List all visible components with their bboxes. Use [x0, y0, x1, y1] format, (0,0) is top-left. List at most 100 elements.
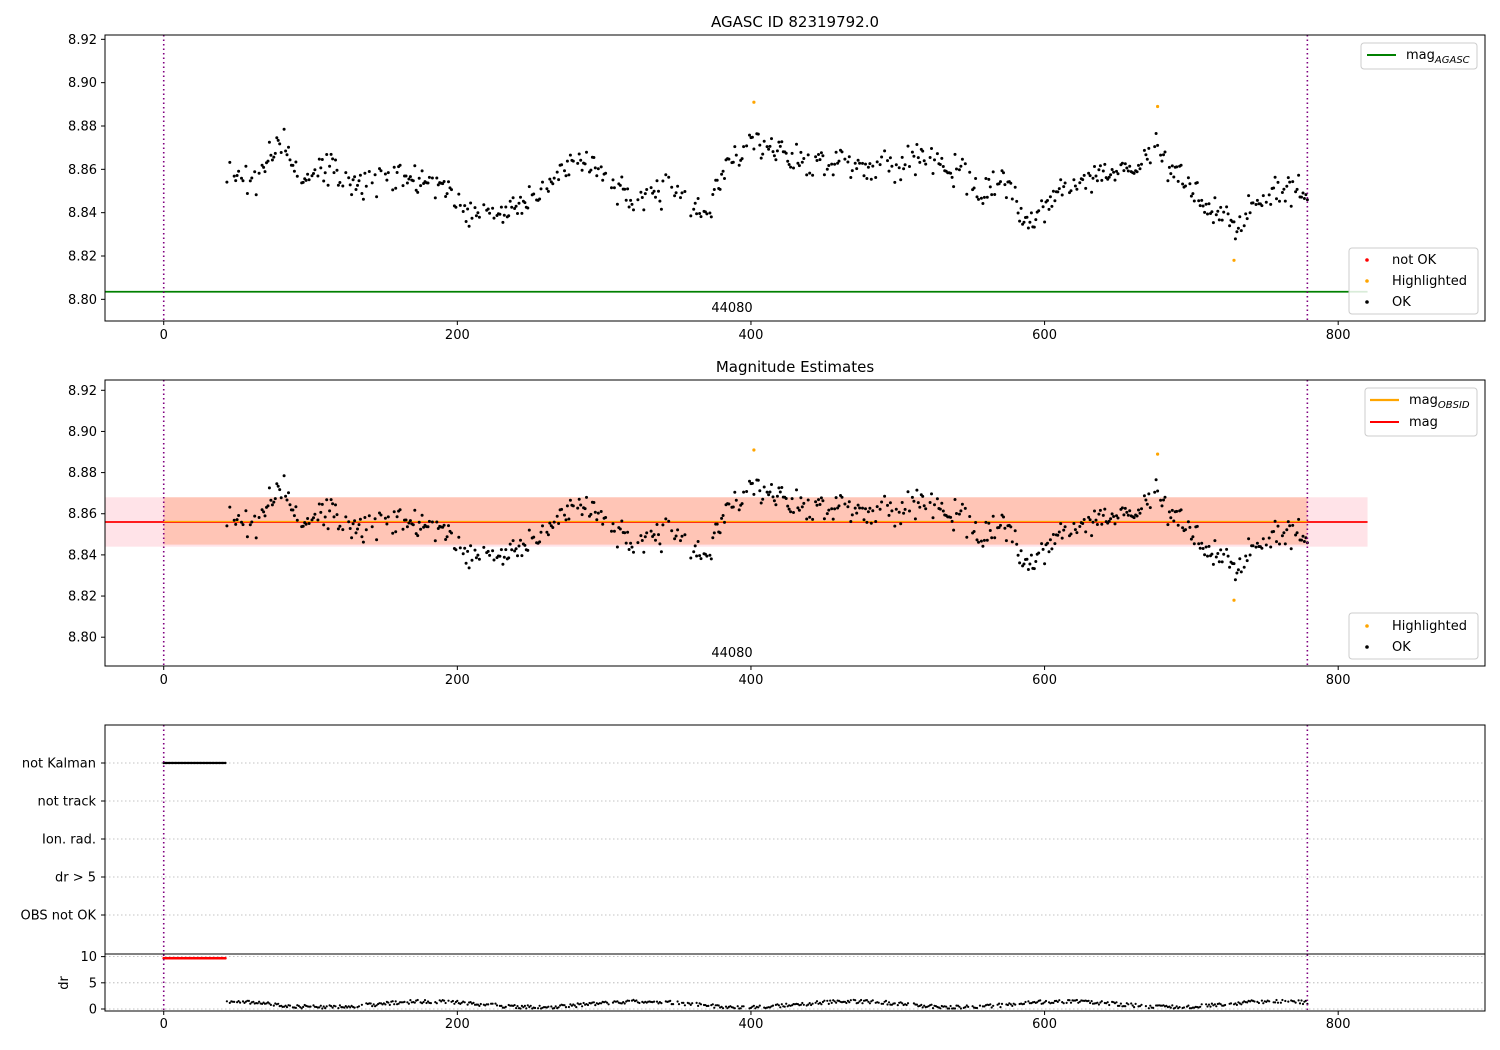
dr-point: [965, 1004, 968, 1007]
ok-point: [353, 175, 357, 179]
ok-point: [405, 525, 409, 529]
ok-point: [1088, 518, 1092, 522]
ok-point: [1225, 547, 1229, 551]
ok-point: [673, 537, 677, 541]
ok-point: [689, 556, 693, 560]
ok-point: [276, 484, 280, 488]
ok-point: [897, 510, 901, 514]
dr-point: [896, 1004, 899, 1007]
ok-point: [1188, 182, 1192, 186]
ok-point: [411, 523, 415, 527]
ok-point: [865, 177, 869, 180]
ok-point: [921, 494, 925, 498]
ok-point: [1075, 187, 1079, 191]
ok-point: [991, 170, 995, 174]
ok-point: [705, 554, 709, 558]
ok-point: [477, 215, 481, 219]
ok-point: [758, 489, 762, 493]
dr-point: [657, 1002, 660, 1005]
ok-point: [1297, 517, 1301, 521]
dr-point: [726, 1007, 729, 1010]
ok-point: [407, 521, 411, 525]
ok-point: [1125, 510, 1129, 514]
ok-point: [502, 213, 506, 217]
ok-point: [894, 163, 898, 167]
dr-point: [948, 1007, 951, 1010]
ok-point: [1269, 545, 1273, 549]
ok-point: [874, 520, 878, 523]
dr-point: [1011, 1004, 1014, 1008]
ok-point: [1037, 551, 1041, 555]
ok-point: [699, 215, 703, 219]
ok-point: [331, 502, 335, 506]
dr-point: [1138, 1005, 1142, 1008]
ok-point: [827, 508, 831, 512]
ok-point: [552, 176, 556, 180]
ok-point: [654, 195, 657, 199]
ok-point: [1222, 210, 1226, 214]
dr-point: [814, 1001, 817, 1004]
ok-point: [557, 522, 561, 525]
dr-point: [653, 1000, 656, 1003]
ok-point: [1260, 546, 1264, 550]
ok-point: [398, 163, 402, 167]
ok-point: [840, 150, 844, 154]
dr-point: [607, 1003, 610, 1006]
ok-point: [1063, 525, 1067, 529]
ok-point: [855, 511, 859, 515]
dr-point: [268, 1002, 271, 1005]
ok-point: [1153, 490, 1157, 494]
ok-point: [269, 153, 273, 157]
ok-point: [546, 533, 550, 537]
ok-point: [903, 163, 907, 167]
dr-point: [491, 1002, 494, 1005]
ok-point: [1116, 516, 1120, 520]
ok-point: [394, 530, 398, 534]
ok-point: [225, 180, 229, 184]
ok-point: [792, 166, 795, 170]
ok-point: [1226, 554, 1230, 558]
ok-point: [1264, 543, 1268, 547]
ok-point: [319, 510, 323, 514]
ok-point: [1003, 526, 1007, 530]
dr-point: [592, 1001, 596, 1004]
y-tick-label: 8.90: [68, 425, 97, 440]
ok-point: [1289, 547, 1293, 551]
highlighted-point: [1156, 452, 1160, 456]
ok-point: [244, 509, 248, 513]
ok-point: [1029, 553, 1033, 557]
ok-point: [1297, 173, 1301, 177]
dr-point: [397, 1002, 400, 1005]
ok-point: [833, 162, 837, 166]
ok-point: [285, 153, 289, 157]
ok-point: [806, 498, 810, 502]
dr-point: [691, 1002, 694, 1005]
ok-point: [492, 216, 496, 220]
ok-point: [1176, 523, 1180, 527]
ok-point: [679, 539, 682, 543]
ok-point: [887, 169, 891, 173]
dr-point: [297, 1004, 300, 1008]
dr-point: [713, 1006, 716, 1009]
ok-point: [364, 528, 368, 532]
ok-point: [893, 180, 897, 184]
ok-point: [579, 158, 583, 162]
ok-point: [674, 534, 678, 538]
dr-point: [277, 1002, 280, 1005]
ok-point: [963, 162, 967, 166]
ok-point: [1004, 196, 1008, 200]
ok-point: [886, 503, 889, 507]
ok-point: [775, 149, 779, 153]
ok-point: [676, 528, 680, 532]
ok-point: [805, 517, 809, 521]
ok-point: [336, 183, 340, 187]
ok-point: [800, 505, 804, 509]
ok-point: [1120, 506, 1124, 510]
dr-point: [920, 1003, 923, 1007]
dr-point: [1268, 1000, 1271, 1003]
ok-point: [1169, 172, 1173, 176]
ok-point: [592, 501, 596, 504]
dr-point: [1304, 999, 1307, 1002]
dr-point: [1118, 1004, 1121, 1007]
ok-point: [1075, 531, 1079, 535]
